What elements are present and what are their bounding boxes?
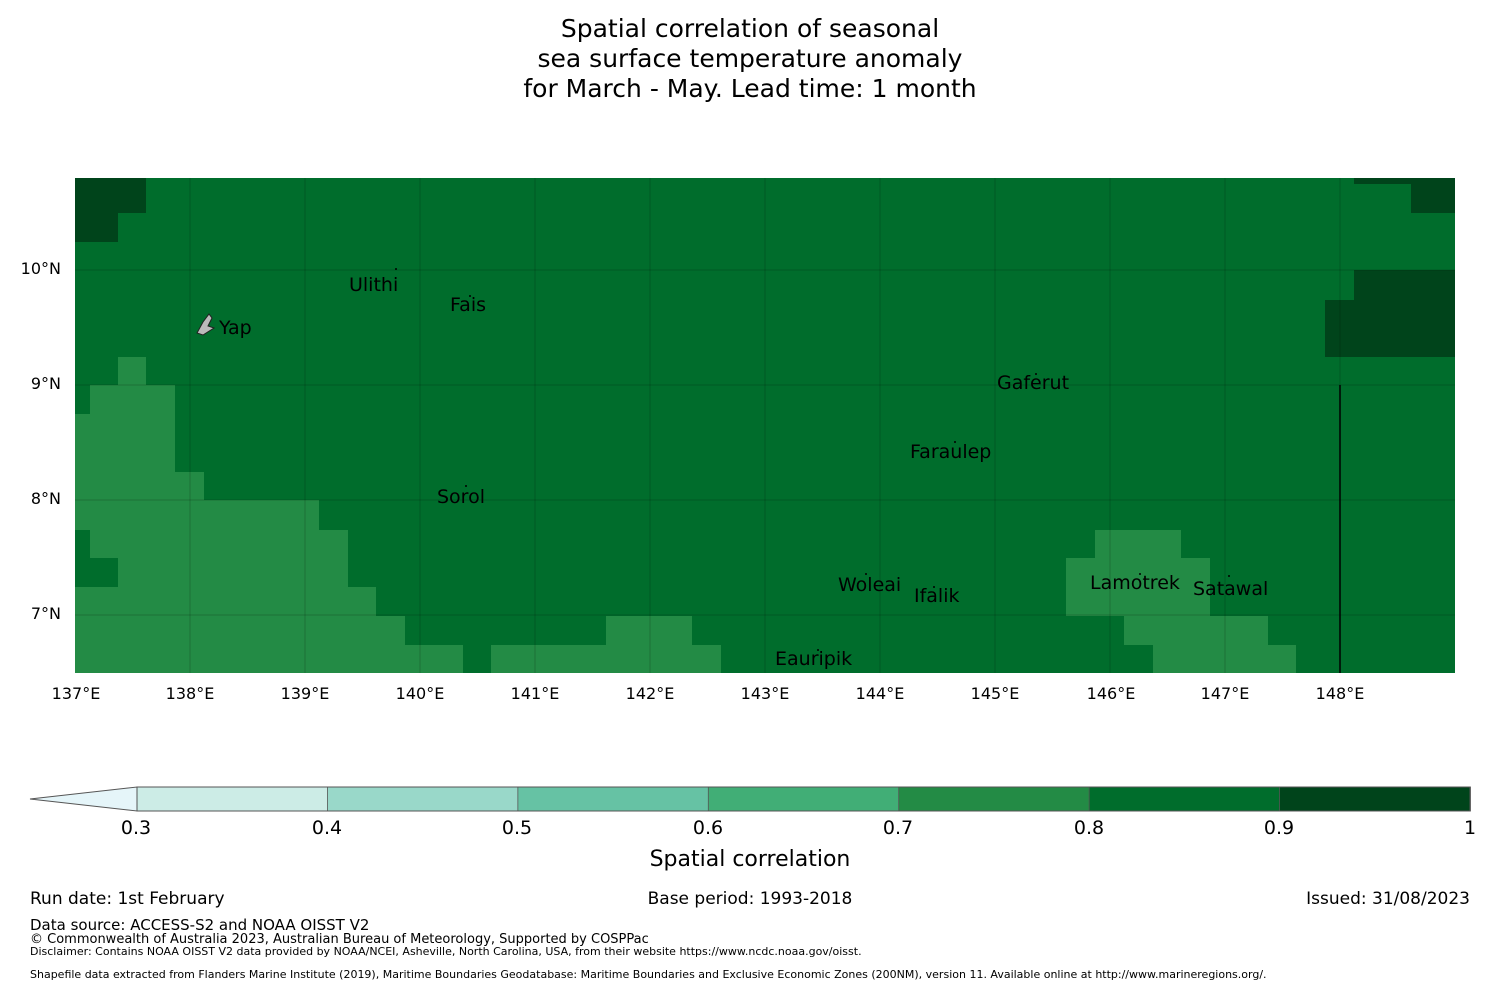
island-dot-ulithi	[395, 268, 397, 270]
lon-label-147e: 147°E	[1200, 684, 1250, 703]
colorbar-segment-0	[136, 786, 329, 812]
colorbar-tick-0-9: 0.9	[1263, 817, 1295, 839]
place-label-sorol: Sorol	[437, 486, 485, 508]
lon-label-145e: 145°E	[970, 684, 1020, 703]
lon-label-137e: 137°E	[51, 684, 101, 703]
colorbar-segment-2	[517, 786, 710, 812]
island-dot-ifalik	[933, 586, 935, 588]
map-gridlines	[75, 178, 1455, 673]
yap-island-icon	[196, 313, 216, 336]
lon-label-138e: 138°E	[165, 684, 215, 703]
patch-southeast	[1066, 530, 1296, 673]
title-line-2: sea surface temperature anomaly	[537, 44, 963, 73]
island-dots	[395, 268, 1230, 651]
lon-label-146e: 146°E	[1086, 684, 1136, 703]
title-line-3: for March - May. Lead time: 1 month	[523, 74, 977, 103]
colorbar-title: Spatial correlation	[649, 847, 851, 872]
colorbar-outline	[136, 786, 1471, 812]
issued-date: Issued: 31/08/2023	[1306, 889, 1470, 909]
lon-label-141e: 141°E	[510, 684, 560, 703]
colorbar-tick-0-5: 0.5	[501, 817, 533, 839]
island-dot-satawal	[1228, 575, 1230, 577]
colorbar-segment-6	[1279, 786, 1471, 812]
place-label-woleai: Woleai	[838, 574, 902, 596]
patch-south-1	[491, 616, 721, 673]
lat-label-8n: 8°N	[30, 489, 61, 508]
island-dot-fais	[469, 295, 471, 297]
colorbar	[29, 786, 1471, 812]
colorbar-tick-0-3: 0.3	[120, 817, 152, 839]
colorbar-tick-0-8: 0.8	[1073, 817, 1105, 839]
island-dot-gaferut	[1035, 373, 1037, 375]
lower-correlation-patches	[75, 357, 1296, 673]
colorbar-tick-0-6: 0.6	[692, 817, 724, 839]
place-label-ulithi: Ulithi	[349, 274, 399, 296]
colorbar-under-extension	[29, 786, 138, 812]
shapefile-credit: Shapefile data extracted from Flanders M…	[30, 968, 1267, 981]
island-dot-lamotrek	[1139, 573, 1141, 575]
colorbar-segment-5	[1088, 786, 1281, 812]
place-label-eauripik: Eauripik	[775, 648, 853, 670]
patch-northwest	[75, 178, 146, 242]
yap-island-shape	[196, 313, 216, 336]
base-period: Base period: 1993-2018	[647, 889, 853, 909]
data-source: Data source: ACCESS-S2 and NOAA OISST V2	[30, 916, 370, 934]
island-dot-woleai	[865, 573, 867, 575]
lat-label-10n: 10°N	[20, 259, 61, 278]
lon-label-142e: 142°E	[625, 684, 675, 703]
colorbar-tick-0-7: 0.7	[882, 817, 914, 839]
patch-northeast	[1354, 178, 1455, 213]
place-label-yap: Yap	[219, 317, 252, 339]
run-date: Run date: 1st February	[30, 889, 225, 909]
island-dot-eauripik	[817, 649, 819, 651]
place-label-fais: Fais	[450, 294, 487, 316]
title-line-1: Spatial correlation of seasonal	[560, 14, 940, 43]
disclaimer: Disclaimer: Contains NOAA OISST V2 data …	[30, 945, 862, 958]
lon-label-140e: 140°E	[395, 684, 445, 703]
patch-west	[75, 357, 463, 673]
colorbar-segments	[136, 786, 1471, 812]
place-label-lamotrek: Lamotrek	[1090, 572, 1180, 594]
copyright-notice: © Commonwealth of Australia 2023, Austra…	[30, 932, 649, 947]
lon-label-139e: 139°E	[280, 684, 330, 703]
patch-east	[1325, 270, 1455, 357]
lat-label-7n: 7°N	[30, 604, 61, 623]
island-dot-faraulep	[954, 441, 956, 443]
colorbar-tick-0-4: 0.4	[311, 817, 343, 839]
lon-label-148e: 148°E	[1315, 684, 1365, 703]
place-label-ifalik: Ifalik	[914, 585, 960, 607]
colorbar-tick-1: 1	[1463, 817, 1477, 839]
place-label-gaferut: Gaferut	[997, 372, 1070, 394]
place-label-satawal: Satawal	[1193, 578, 1269, 600]
colorbar-segment-4	[898, 786, 1091, 812]
place-label-faraulep: Faraulep	[910, 441, 992, 463]
island-dot-sorol	[465, 485, 467, 487]
lon-label-143e: 143°E	[740, 684, 790, 703]
lat-label-9n: 9°N	[30, 374, 61, 393]
colorbar-segment-3	[707, 786, 900, 812]
lon-label-144e: 144°E	[855, 684, 905, 703]
chart-title: Spatial correlation of seasonal sea surf…	[0, 14, 1500, 104]
colorbar-segment-1	[327, 786, 519, 812]
high-correlation-patches	[75, 178, 1455, 357]
